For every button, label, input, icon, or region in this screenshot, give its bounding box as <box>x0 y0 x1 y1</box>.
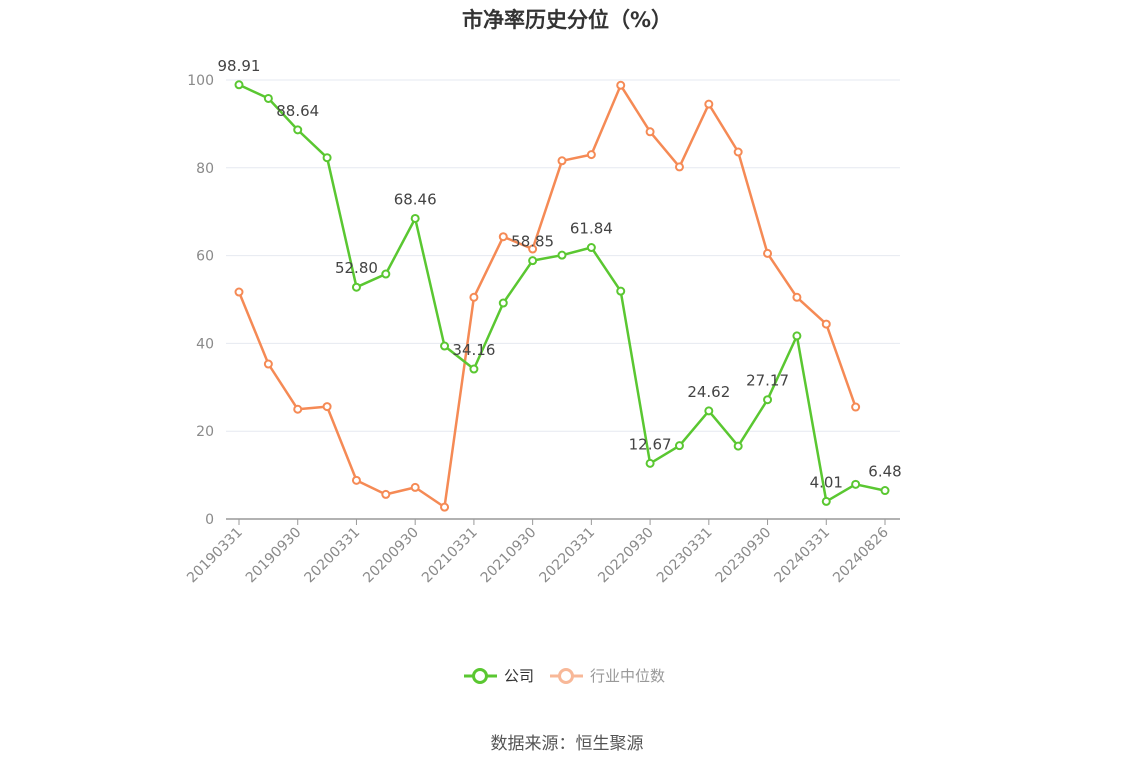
data-label-company-2: 88.64 <box>276 102 319 120</box>
point-company-3 <box>322 153 332 163</box>
point-industry-4 <box>351 475 361 485</box>
y-tick-label-40: 40 <box>196 336 214 352</box>
point-company-15 <box>674 441 684 451</box>
x-tick-label-22: 20240826 <box>830 524 892 586</box>
point-company-0 <box>234 80 244 90</box>
legend-label-industry: 行业中位数 <box>590 667 665 685</box>
point-company-21 <box>851 479 861 489</box>
x-tick-label-0: 20190331 <box>184 525 246 587</box>
x-tick-label-6: 20200930 <box>360 525 422 587</box>
data-label-company-18: 27.17 <box>746 372 789 390</box>
x-tick-label-2: 20190930 <box>243 525 305 587</box>
chart-title: 市净率历史分位（%） <box>461 8 673 32</box>
point-industry-1 <box>263 359 273 369</box>
y-tick-label-20: 20 <box>196 424 214 440</box>
data-label-company-8: 34.16 <box>452 341 495 359</box>
point-industry-8 <box>469 292 479 302</box>
y-tick-label-0: 0 <box>205 512 214 528</box>
point-company-18 <box>763 395 773 405</box>
point-company-12 <box>586 243 596 253</box>
legend-marker-company <box>472 668 488 684</box>
point-company-16 <box>704 406 714 416</box>
point-company-6 <box>410 213 420 223</box>
point-industry-3 <box>322 402 332 412</box>
point-industry-5 <box>381 489 391 499</box>
legend-item-company[interactable]: 公司 <box>464 667 534 685</box>
x-tick-label-4: 20200331 <box>302 525 364 587</box>
series-line-company <box>238 83 886 503</box>
point-industry-10 <box>528 244 538 254</box>
point-industry-9 <box>498 232 508 242</box>
point-industry-14 <box>645 127 655 137</box>
axis-layer: 0 20 40 60 80 100 2019033120190930202003312020… <box>184 73 900 586</box>
data-label-company-22: 6.48 <box>868 463 901 481</box>
point-company-10 <box>528 256 538 266</box>
legend-marker-industry <box>558 668 574 684</box>
data-label-company-16: 24.62 <box>687 383 730 401</box>
point-industry-19 <box>792 292 802 302</box>
point-industry-17 <box>733 147 743 157</box>
data-label-company-6: 68.46 <box>394 190 437 208</box>
y-tick-label-60: 60 <box>196 249 214 265</box>
point-industry-16 <box>704 99 714 109</box>
point-industry-12 <box>586 150 596 160</box>
point-company-20 <box>821 496 831 506</box>
point-company-22 <box>880 486 890 496</box>
point-company-5 <box>381 269 391 279</box>
point-company-17 <box>733 441 743 451</box>
point-industry-0 <box>234 287 244 297</box>
x-tick-label-10: 20210930 <box>478 525 540 587</box>
x-tick-label-18: 20230930 <box>713 525 775 587</box>
data-label-company-0: 98.91 <box>218 57 261 75</box>
point-company-19 <box>792 331 802 341</box>
point-company-13 <box>616 286 626 296</box>
data-label-company-14: 12.67 <box>629 435 672 453</box>
data-label-company-4: 52.80 <box>335 259 378 277</box>
point-industry-13 <box>616 80 626 90</box>
point-company-1 <box>263 93 273 103</box>
point-industry-18 <box>763 248 773 258</box>
point-company-11 <box>557 250 567 260</box>
point-industry-15 <box>674 162 684 172</box>
source-note: 数据来源：恒生聚源 <box>490 734 644 754</box>
point-industry-2 <box>293 404 303 414</box>
point-company-14 <box>645 458 655 468</box>
y-tick-label-100: 100 <box>187 73 214 89</box>
series-layer <box>234 80 890 512</box>
point-industry-21 <box>851 402 861 412</box>
x-tick-label-8: 20210331 <box>419 525 481 587</box>
point-company-8 <box>469 364 479 374</box>
legend[interactable]: 公司 行业中位数 <box>464 667 665 685</box>
x-tick-label-12: 20220331 <box>536 525 598 587</box>
legend-item-industry[interactable]: 行业中位数 <box>550 667 665 685</box>
point-industry-6 <box>410 482 420 492</box>
x-tick-label-20: 20240331 <box>771 525 833 587</box>
point-industry-11 <box>557 156 567 166</box>
point-company-9 <box>498 298 508 308</box>
data-label-company-10: 58.85 <box>511 233 554 251</box>
point-industry-7 <box>440 502 450 512</box>
legend-label-company: 公司 <box>504 667 534 685</box>
x-tick-label-14: 20220930 <box>595 525 657 587</box>
data-label-company-12: 61.84 <box>570 220 613 238</box>
series-line-industry <box>237 84 857 509</box>
y-tick-label-80: 80 <box>196 161 214 177</box>
x-tick-label-16: 20230331 <box>654 525 716 587</box>
point-company-2 <box>293 125 303 135</box>
point-company-4 <box>351 282 361 292</box>
point-industry-20 <box>821 319 831 329</box>
data-label-company-20: 4.01 <box>810 473 843 491</box>
point-company-7 <box>440 341 450 351</box>
label-layer: 98.91 88.64 52.80 68.46 34.16 58.85 61.84 12.67… <box>218 57 902 492</box>
